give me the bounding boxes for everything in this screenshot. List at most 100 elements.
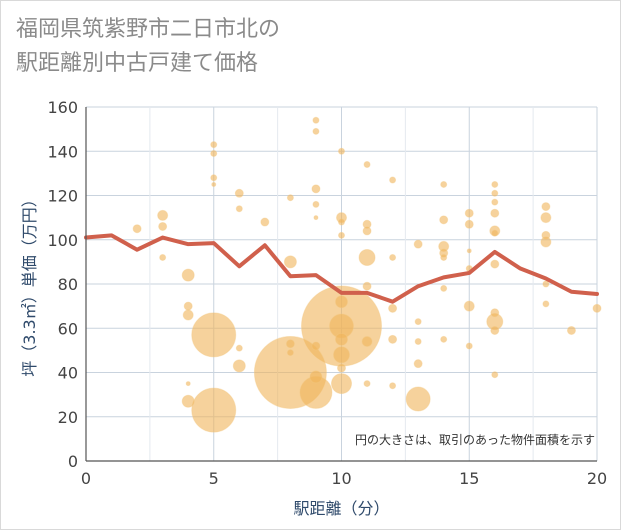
bubble-point	[182, 309, 194, 321]
y-tick-label: 140	[47, 142, 78, 161]
bubble-point	[388, 303, 398, 313]
chart-title-line-2: 駅距離別中古戸建て価格	[16, 51, 259, 76]
bubble-point	[211, 181, 217, 187]
bubble-point	[491, 189, 499, 197]
bubble-point	[312, 127, 320, 135]
bubble-point	[464, 219, 474, 229]
bubble-point	[405, 386, 431, 412]
bubble-point	[389, 176, 397, 184]
bubble-point	[338, 231, 345, 239]
bubble-point	[283, 255, 297, 269]
x-tick-label: 0	[81, 469, 91, 488]
bubble-point	[181, 268, 195, 282]
bubble-point	[260, 217, 270, 227]
bubble-point	[440, 180, 448, 188]
bubble-point	[463, 300, 475, 312]
bubble-point	[338, 218, 345, 226]
bubble-point	[191, 387, 237, 433]
y-tick-label: 40	[58, 364, 78, 383]
bubble-point	[181, 394, 195, 408]
bubble-point	[363, 161, 371, 169]
bubble-point	[491, 371, 499, 379]
bubble-point	[540, 212, 552, 224]
bubble-point	[362, 226, 372, 236]
bubble-point	[286, 194, 294, 202]
bubble-point	[185, 381, 191, 387]
bubble-point	[542, 300, 550, 308]
bubble-point	[309, 370, 323, 384]
bubble-point	[335, 332, 348, 346]
bubble-point	[311, 341, 321, 351]
bubble-point	[232, 359, 246, 373]
bubble-point	[440, 253, 448, 261]
bubble-point	[312, 200, 320, 208]
bubble-point	[210, 141, 218, 149]
bubble-point	[313, 215, 319, 221]
bubble-point	[466, 248, 472, 254]
bubble-point	[465, 342, 473, 350]
bubble-point	[157, 209, 169, 221]
bubble-size-note: 円の大きさは、取引のあった物件面積を示す	[355, 432, 595, 447]
bubble-point	[362, 281, 372, 291]
grid-lines	[86, 106, 598, 461]
bubble-point	[388, 334, 398, 344]
y-tick-label: 80	[58, 275, 78, 294]
bubble-point	[337, 363, 346, 373]
bubble-point	[491, 198, 499, 206]
bubble-point	[490, 259, 500, 269]
bubble-point	[285, 339, 295, 349]
bubble-point	[158, 221, 168, 231]
chart-title: 福岡県筑紫野市二日市北の 駅距離別中古戸建て価格	[16, 13, 280, 81]
bubble-point	[331, 373, 352, 395]
bubble-point	[333, 346, 350, 364]
bubble-point	[414, 318, 422, 326]
bubble-point	[210, 174, 218, 182]
bubble-point	[335, 295, 348, 309]
chart-title-line-1: 福岡県筑紫野市二日市北の	[16, 17, 281, 42]
bubble-point	[338, 147, 345, 155]
bubble-point	[490, 325, 500, 335]
bubble-point	[440, 335, 448, 343]
bubble-point	[191, 312, 237, 358]
bubble-point	[312, 116, 320, 124]
bubble-point	[413, 239, 423, 249]
bubble-point	[491, 180, 499, 188]
bubble-point	[389, 382, 397, 390]
y-axis-label: 坪（3.3㎡）単価（万円）	[20, 191, 39, 376]
y-tick-label: 60	[58, 319, 78, 338]
y-tick-label: 160	[47, 98, 78, 117]
y-tick-label: 100	[47, 231, 78, 250]
x-tick-label: 5	[209, 469, 219, 488]
y-tick-label: 120	[47, 187, 78, 206]
bubble-point	[183, 301, 193, 311]
bubble-point	[132, 224, 142, 234]
bubble-point	[235, 344, 243, 352]
bubble-point	[541, 202, 551, 212]
average-line-series	[84, 233, 599, 304]
bubble-point	[159, 253, 167, 261]
bubble-point	[358, 248, 376, 266]
x-tick-label: 20	[587, 469, 607, 488]
bubble-point	[439, 215, 449, 225]
bubble-point	[490, 308, 500, 318]
bubble-point	[566, 325, 576, 335]
bubble-point	[440, 284, 448, 292]
axes: 0 20 40 60 80 100 120 140 160 0 5 10 15 20	[47, 98, 607, 488]
bubble-point	[414, 338, 422, 346]
x-axis-label: 駅距離（分）	[293, 499, 389, 518]
y-tick-label: 0	[68, 452, 78, 471]
bubble-point	[490, 208, 500, 218]
bubble-point	[464, 208, 474, 218]
bubble-point	[542, 280, 550, 288]
average-price-line	[84, 233, 599, 304]
x-tick-label: 15	[459, 469, 479, 488]
bubble-point	[389, 253, 397, 261]
bubble-point	[363, 380, 371, 388]
bubble-point	[234, 188, 244, 198]
bubble-point	[361, 336, 373, 348]
bubble-point	[311, 184, 321, 194]
bubble-point	[491, 229, 499, 237]
bubble-point	[235, 205, 243, 213]
